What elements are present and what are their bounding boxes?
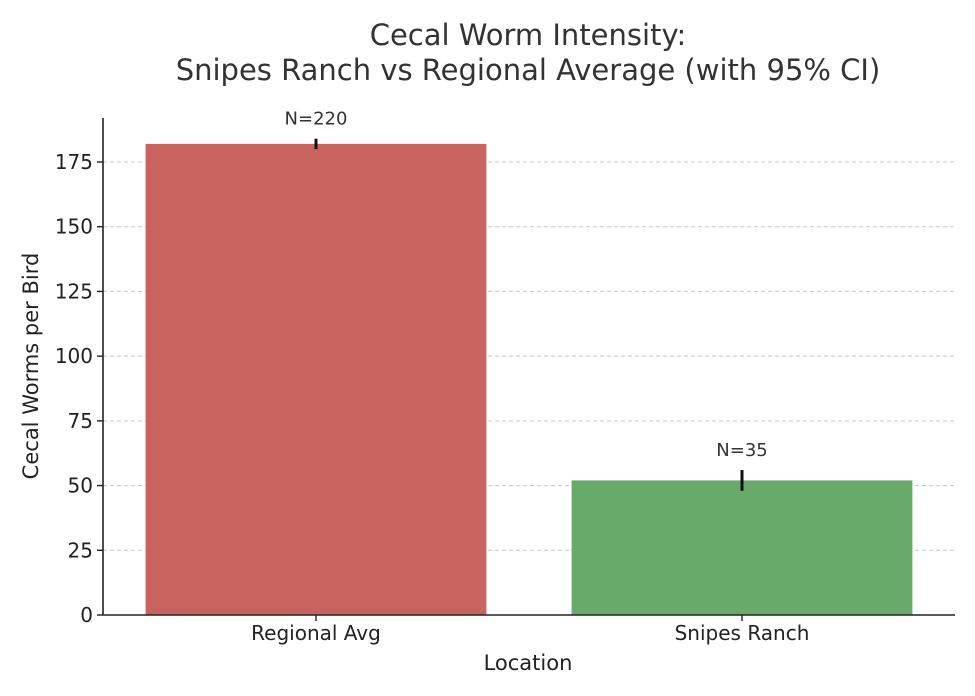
chart-title-line-1: Cecal Worm Intensity: <box>370 18 687 52</box>
y-tick-label: 0 <box>80 603 93 627</box>
y-tick-label: 175 <box>55 150 93 174</box>
bar-snipes-ranch <box>571 480 913 615</box>
y-tick-label: 50 <box>68 474 93 498</box>
bar-regional-avg <box>145 143 487 615</box>
x-tick-label: Regional Avg <box>251 621 381 645</box>
axes: 0 25 50 75 100 125 150 175 Regional Avg Snipes Ra… <box>55 118 955 645</box>
bar-sample-size-label: N=35 <box>716 440 767 461</box>
x-tick-label: Snipes Ranch <box>675 621 810 645</box>
y-tick-label: 75 <box>68 409 93 433</box>
y-tick-label: 25 <box>68 538 93 562</box>
y-tick-label: 150 <box>55 215 93 239</box>
bar-sample-size-label: N=220 <box>285 109 348 130</box>
bars: N=220 N=35 <box>145 109 913 615</box>
y-tick-label: 100 <box>55 344 93 368</box>
y-axis-label: Cecal Worms per Bird <box>19 253 43 480</box>
x-axis-label: Location <box>484 651 573 675</box>
y-tick-label: 125 <box>55 279 93 303</box>
chart-title-line-2: Snipes Ranch vs Regional Average (with 9… <box>176 53 881 87</box>
